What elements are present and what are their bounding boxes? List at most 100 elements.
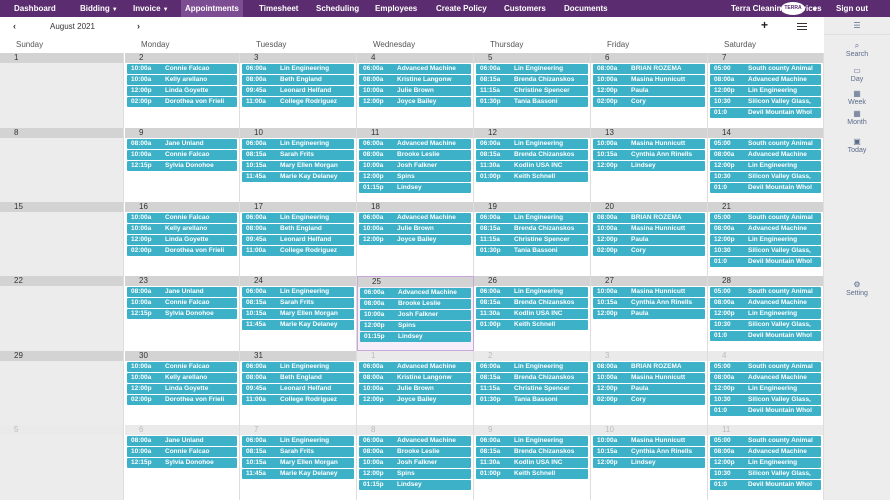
appointment-chip[interactable]: 10:15a Mary Ellen Morgan [242, 308, 354, 319]
appointment-chip[interactable]: 10:00a Connie Falcao [127, 64, 237, 74]
day-cell[interactable]: 15 [0, 202, 124, 276]
appointment-chip[interactable]: 06:00a Lin Engineering [242, 64, 354, 74]
appointment-chip[interactable]: 11:15a Christine Spencer [476, 85, 588, 96]
appointment-chip[interactable]: 06:00a Lin Engineering [242, 436, 354, 446]
appointment-chip[interactable]: 10:00a Josh Falkner [359, 457, 471, 468]
appointment-chip[interactable]: 10:15a Mary Ellen Morgan [242, 160, 354, 171]
appointment-chip[interactable]: 10:00a Julie Brown [359, 85, 471, 96]
appointment-chip[interactable]: 06:00a Lin Engineering [476, 139, 588, 149]
appointment-chip[interactable]: 10:15a Cynthia Ann Rinells [593, 446, 705, 457]
prev-month-button[interactable]: ‹ [13, 21, 16, 31]
appointment-chip[interactable]: 01:0 Devil Mountain Whol [710, 107, 821, 118]
appointment-chip[interactable]: 10:00a Connie Falcao [127, 149, 237, 160]
appointment-chip[interactable]: 08:00a Jane Unland [127, 139, 237, 149]
day-cell[interactable]: 10 10:00a Masina Hunnicutt 10:15a Cynthia An… [591, 425, 708, 500]
appointment-chip[interactable]: 12:00p Paula [593, 383, 705, 394]
appointment-chip[interactable]: 11:30a Kodlin USA INC [476, 457, 588, 468]
day-cell[interactable]: 25 06:00a Advanced Machine 08:00a Brooke Les… [357, 276, 474, 351]
appointment-chip[interactable]: 06:00a Lin Engineering [476, 436, 588, 446]
appointment-chip[interactable]: 08:15a Sarah Frits [242, 149, 354, 160]
appointment-chip[interactable]: 12:15p Sylvia Donohoe [127, 457, 237, 468]
sidebar-today-button[interactable]: ▣ Today [824, 137, 890, 154]
appointment-chip[interactable]: 08:00a Advanced Machine [710, 372, 821, 383]
appointment-chip[interactable]: 06:00a Lin Engineering [476, 287, 588, 297]
day-cell[interactable]: 16 10:00a Connie Falcao 10:00a Kelly arellan… [125, 202, 240, 276]
appointment-chip[interactable]: 12:00p Paula [593, 308, 705, 319]
appointment-chip[interactable]: 08:00a Beth England [242, 372, 354, 383]
appointment-chip[interactable]: 01:30p Tania Bassoni [476, 394, 588, 405]
signout-link[interactable]: Sign out [836, 4, 868, 13]
appointment-chip[interactable]: 10:00a Josh Falkner [360, 309, 471, 320]
appointment-chip[interactable]: 12:00p Spins [359, 171, 471, 182]
appointment-chip[interactable]: 11:30a Kodlin USA INC [476, 308, 588, 319]
appointment-chip[interactable]: 02:00p Cory [593, 96, 705, 107]
day-cell[interactable]: 3 08:00a BRIAN ROZEMA 10:00a Masina Hunnicut… [591, 351, 708, 425]
day-cell[interactable]: 29 [0, 351, 124, 425]
appointment-chip[interactable]: 12:00p Lin Engineering [710, 85, 821, 96]
appointment-chip[interactable]: 12:00p Linda Goyette [127, 383, 237, 394]
appointment-chip[interactable]: 01:15p Lindsey [359, 182, 471, 193]
appointment-chip[interactable]: 10:00a Julie Brown [359, 223, 471, 234]
nav-customers[interactable]: Customers [500, 0, 550, 17]
appointment-chip[interactable]: 10:00a Connie Falcao [127, 446, 237, 457]
appointment-chip[interactable]: 02:00p Cory [593, 245, 705, 256]
day-cell[interactable]: 22 [0, 276, 124, 351]
day-cell[interactable]: 19 06:00a Lin Engineering 08:15a Brenda Chiz… [474, 202, 591, 276]
day-cell[interactable]: 24 06:00a Lin Engineering 08:15a Sarah Frits… [240, 276, 357, 351]
appointment-chip[interactable]: 06:00a Advanced Machine [359, 139, 471, 149]
day-cell[interactable]: 11 06:00a Advanced Machine 08:00a Brooke Les… [357, 128, 474, 202]
appointment-chip[interactable]: 08:00a Brooke Leslie [359, 446, 471, 457]
appointment-chip[interactable]: 12:00p Lindsey [593, 160, 705, 171]
appointment-chip[interactable]: 06:00a Lin Engineering [242, 139, 354, 149]
appointment-chip[interactable]: 10:00a Masina Hunnicutt [593, 436, 705, 446]
appointment-chip[interactable]: 11:45a Marie Kay Delaney [242, 171, 354, 182]
appointment-chip[interactable]: 10:15a Cynthia Ann Rinells [593, 149, 705, 160]
appointment-chip[interactable]: 08:00a Advanced Machine [710, 297, 821, 308]
day-cell[interactable]: 2 06:00a Lin Engineering 08:15a Brenda Chiza… [474, 351, 591, 425]
appointment-chip[interactable]: 12:00p Lin Engineering [710, 308, 821, 319]
appointment-chip[interactable]: 01:30p Tania Bassoni [476, 245, 588, 256]
appointment-chip[interactable]: 12:00p Lin Engineering [710, 160, 821, 171]
appointment-chip[interactable]: 10:30 Silicon Valley Glass, [710, 394, 821, 405]
appointment-chip[interactable]: 12:15p Sylvia Donohoe [127, 308, 237, 319]
sidebar-day-button[interactable]: ▭ Day [824, 66, 890, 83]
appointment-chip[interactable]: 11:00a College Rodriguez [242, 394, 354, 405]
appointment-chip[interactable]: 10:30 Silicon Valley Glass, [710, 319, 821, 330]
appointment-chip[interactable]: 01:0 Devil Mountain Whol [710, 182, 821, 193]
day-cell[interactable]: 28 05:00 South county Animal 08:00a Advanced… [708, 276, 824, 351]
appointment-chip[interactable]: 08:00a Beth England [242, 74, 354, 85]
appointment-chip[interactable]: 11:00a College Rodriguez [242, 245, 354, 256]
appointment-chip[interactable]: 08:00a Jane Unland [127, 436, 237, 446]
day-cell[interactable]: 21 05:00 South county Animal 08:00a Advanced… [708, 202, 824, 276]
day-cell[interactable]: 6 08:00a BRIAN ROZEMA 10:00a Masina Hunnicut… [591, 53, 708, 128]
day-cell[interactable]: 1 06:00a Advanced Machine 08:00a Kristine La… [357, 351, 474, 425]
appointment-chip[interactable]: 10:00a Kelly arellano [127, 223, 237, 234]
appointment-chip[interactable]: 08:00a Kristine Langonw [359, 372, 471, 383]
appointment-chip[interactable]: 09:45a Leonard Helfand [242, 85, 354, 96]
appointment-chip[interactable]: 10:30 Silicon Valley Glass, [710, 171, 821, 182]
appointment-chip[interactable]: 01:0 Devil Mountain Whol [710, 405, 821, 416]
appointment-chip[interactable]: 10:30 Silicon Valley Glass, [710, 245, 821, 256]
appointment-chip[interactable]: 10:15a Cynthia Ann Rinells [593, 297, 705, 308]
appointment-chip[interactable]: 01:0 Devil Mountain Whol [710, 256, 821, 267]
sidebar-setting-button[interactable]: ⚙ Setting [824, 280, 890, 297]
list-view-icon[interactable]: ☰ [824, 21, 890, 35]
appointment-chip[interactable]: 08:00a BRIAN ROZEMA [593, 213, 705, 223]
appointment-chip[interactable]: 11:15a Christine Spencer [476, 383, 588, 394]
day-cell[interactable]: 26 06:00a Lin Engineering 08:15a Brenda Chiz… [474, 276, 591, 351]
appointment-chip[interactable]: 10:00a Connie Falcao [127, 297, 237, 308]
company-menu[interactable]: Terra Cleaning Services [727, 0, 826, 17]
day-cell[interactable]: 7 05:00 South county Animal 08:00a Advanced … [708, 53, 824, 128]
nav-appointments[interactable]: Appointments [181, 0, 243, 17]
appointment-chip[interactable]: 08:15a Brenda Chizanskos [476, 149, 588, 160]
appointment-chip[interactable]: 06:00a Lin Engineering [476, 213, 588, 223]
appointment-chip[interactable]: 12:00p Paula [593, 85, 705, 96]
appointment-chip[interactable]: 01:0 Devil Mountain Whol [710, 330, 821, 341]
sidebar-month-button[interactable]: ▦ Month [824, 109, 890, 126]
appointment-chip[interactable]: 08:00a Advanced Machine [710, 149, 821, 160]
appointment-chip[interactable]: 05:00 South county Animal [710, 362, 821, 372]
appointment-chip[interactable]: 08:00a Advanced Machine [710, 74, 821, 85]
appointment-chip[interactable]: 06:00a Lin Engineering [242, 213, 354, 223]
appointment-chip[interactable]: 10:00a Masina Hunnicutt [593, 372, 705, 383]
day-cell[interactable]: 4 06:00a Advanced Machine 08:00a Kristine La… [357, 53, 474, 128]
